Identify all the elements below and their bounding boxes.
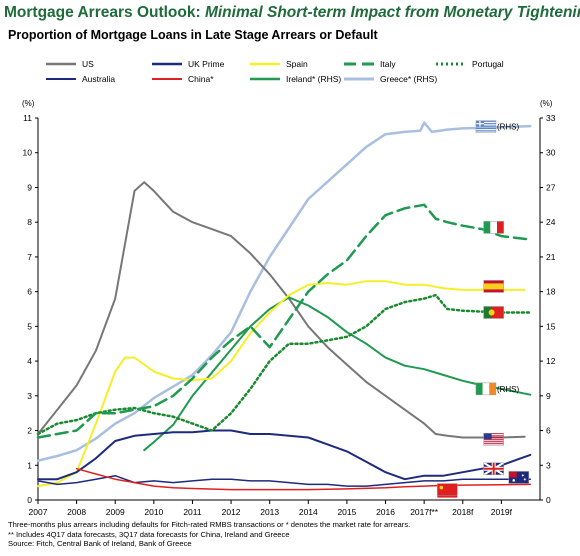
left-tick-label: 11	[23, 113, 32, 123]
right-axis-unit: (%)	[540, 99, 553, 108]
x-tick-label: 2018f	[452, 507, 474, 517]
footnote-2: ** Includes 4Q17 data forecasts, 3Q17 da…	[8, 529, 290, 539]
legend-label-spain: Spain	[286, 59, 308, 69]
footnotes: Three-months plus arrears including defa…	[8, 520, 410, 549]
right-tick-label: 0	[546, 495, 551, 505]
chart-subtitle: Proportion of Mortgage Loans in Late Sta…	[8, 28, 378, 42]
left-tick-label: 7	[27, 252, 32, 262]
left-tick-label: 3	[27, 391, 32, 401]
greece-rhs-tag: (RHS)	[497, 123, 520, 132]
right-tick-label: 30	[546, 148, 556, 158]
footnote-1: Three-months plus arrears including defa…	[8, 520, 411, 529]
italy-flag-icon	[483, 221, 504, 234]
x-tick-label: 2013	[260, 507, 279, 517]
x-tick-label: 2008	[67, 507, 86, 517]
series-line-greece	[36, 121, 532, 462]
left-axis-unit: (%)	[22, 99, 35, 108]
left-tick-label: 2	[27, 426, 32, 436]
x-tick-label: 2007	[29, 507, 48, 517]
series-line-spain	[37, 280, 526, 488]
right-tick-label: 18	[546, 287, 556, 297]
left-tick-label: 8	[27, 217, 32, 227]
greece-flag-icon	[475, 120, 497, 133]
x-tick-label: 2009	[106, 507, 125, 517]
series-line-us	[37, 181, 526, 439]
left-tick-label: 1	[27, 460, 32, 470]
legend-label-greece: Greece* (RHS)	[380, 74, 437, 84]
footnote-3: Source: Fitch, Central Bank of Ireland, …	[8, 539, 192, 549]
axes: (%) (%)0123456789101103691215182124273033…	[22, 99, 556, 517]
ireland-rhs-tag: (RHS)	[497, 385, 520, 394]
left-tick-label: 4	[27, 356, 32, 366]
flags-layer: (RHS) (RHS)	[437, 120, 530, 498]
series-line-ukprime	[37, 429, 532, 481]
left-tick-label: 10	[23, 148, 33, 158]
left-tick-label: 5	[27, 321, 32, 331]
portugal-flag-icon	[483, 306, 504, 319]
legend-label-china: China*	[188, 74, 214, 84]
us-flag-icon	[483, 432, 504, 446]
series-line-italy	[36, 203, 532, 439]
x-tick-label: 2019f	[491, 507, 513, 517]
right-tick-label: 27	[546, 182, 556, 192]
legend-label-us: US	[82, 59, 94, 69]
legend-label-ireland: Ireland* (RHS)	[286, 74, 341, 84]
x-tick-label: 2011	[183, 507, 202, 517]
uk-flag-icon	[483, 461, 505, 476]
left-tick-label: 0	[27, 495, 32, 505]
china-flag-icon	[437, 483, 458, 498]
series-layer	[36, 121, 532, 491]
legend-label-ukprime: UK Prime	[188, 59, 225, 69]
right-tick-label: 33	[546, 113, 556, 123]
x-tick-label: 2012	[222, 507, 241, 517]
chart-title: Mortgage Arrears Outlook: Minimal Short-…	[4, 4, 580, 22]
x-tick-label: 2010	[144, 507, 163, 517]
title-main: Mortgage Arrears Outlook:	[4, 4, 205, 21]
left-tick-label: 6	[27, 287, 32, 297]
legend-label-australia: Australia	[82, 74, 115, 84]
x-tick-label: 2015	[337, 507, 356, 517]
right-tick-label: 9	[546, 391, 551, 401]
right-tick-label: 12	[546, 356, 556, 366]
x-tick-label: 2017f**	[410, 507, 439, 517]
right-tick-label: 6	[546, 426, 551, 436]
right-tick-label: 21	[546, 252, 556, 262]
spain-flag-icon	[483, 280, 504, 293]
right-tick-label: 3	[546, 460, 551, 470]
legend: US UK Prime Spain Italy Portugal Australia Chi…	[46, 59, 504, 84]
series-line-portugal	[36, 293, 532, 436]
ireland-flag-icon	[475, 382, 497, 396]
legend-label-portugal: Portugal	[472, 59, 504, 69]
right-tick-label: 24	[546, 217, 556, 227]
legend-label-italy: Italy	[380, 59, 396, 69]
australia-flag-icon	[508, 471, 530, 484]
series-line-ireland	[143, 296, 532, 452]
left-tick-label: 9	[27, 182, 32, 192]
series-line-australia	[37, 474, 532, 487]
x-tick-label: 2016	[376, 507, 395, 517]
title-subtitle-italic: Minimal Short-term Impact from Monetary …	[204, 4, 580, 21]
x-tick-label: 2014	[299, 507, 318, 517]
right-tick-label: 15	[546, 321, 556, 331]
